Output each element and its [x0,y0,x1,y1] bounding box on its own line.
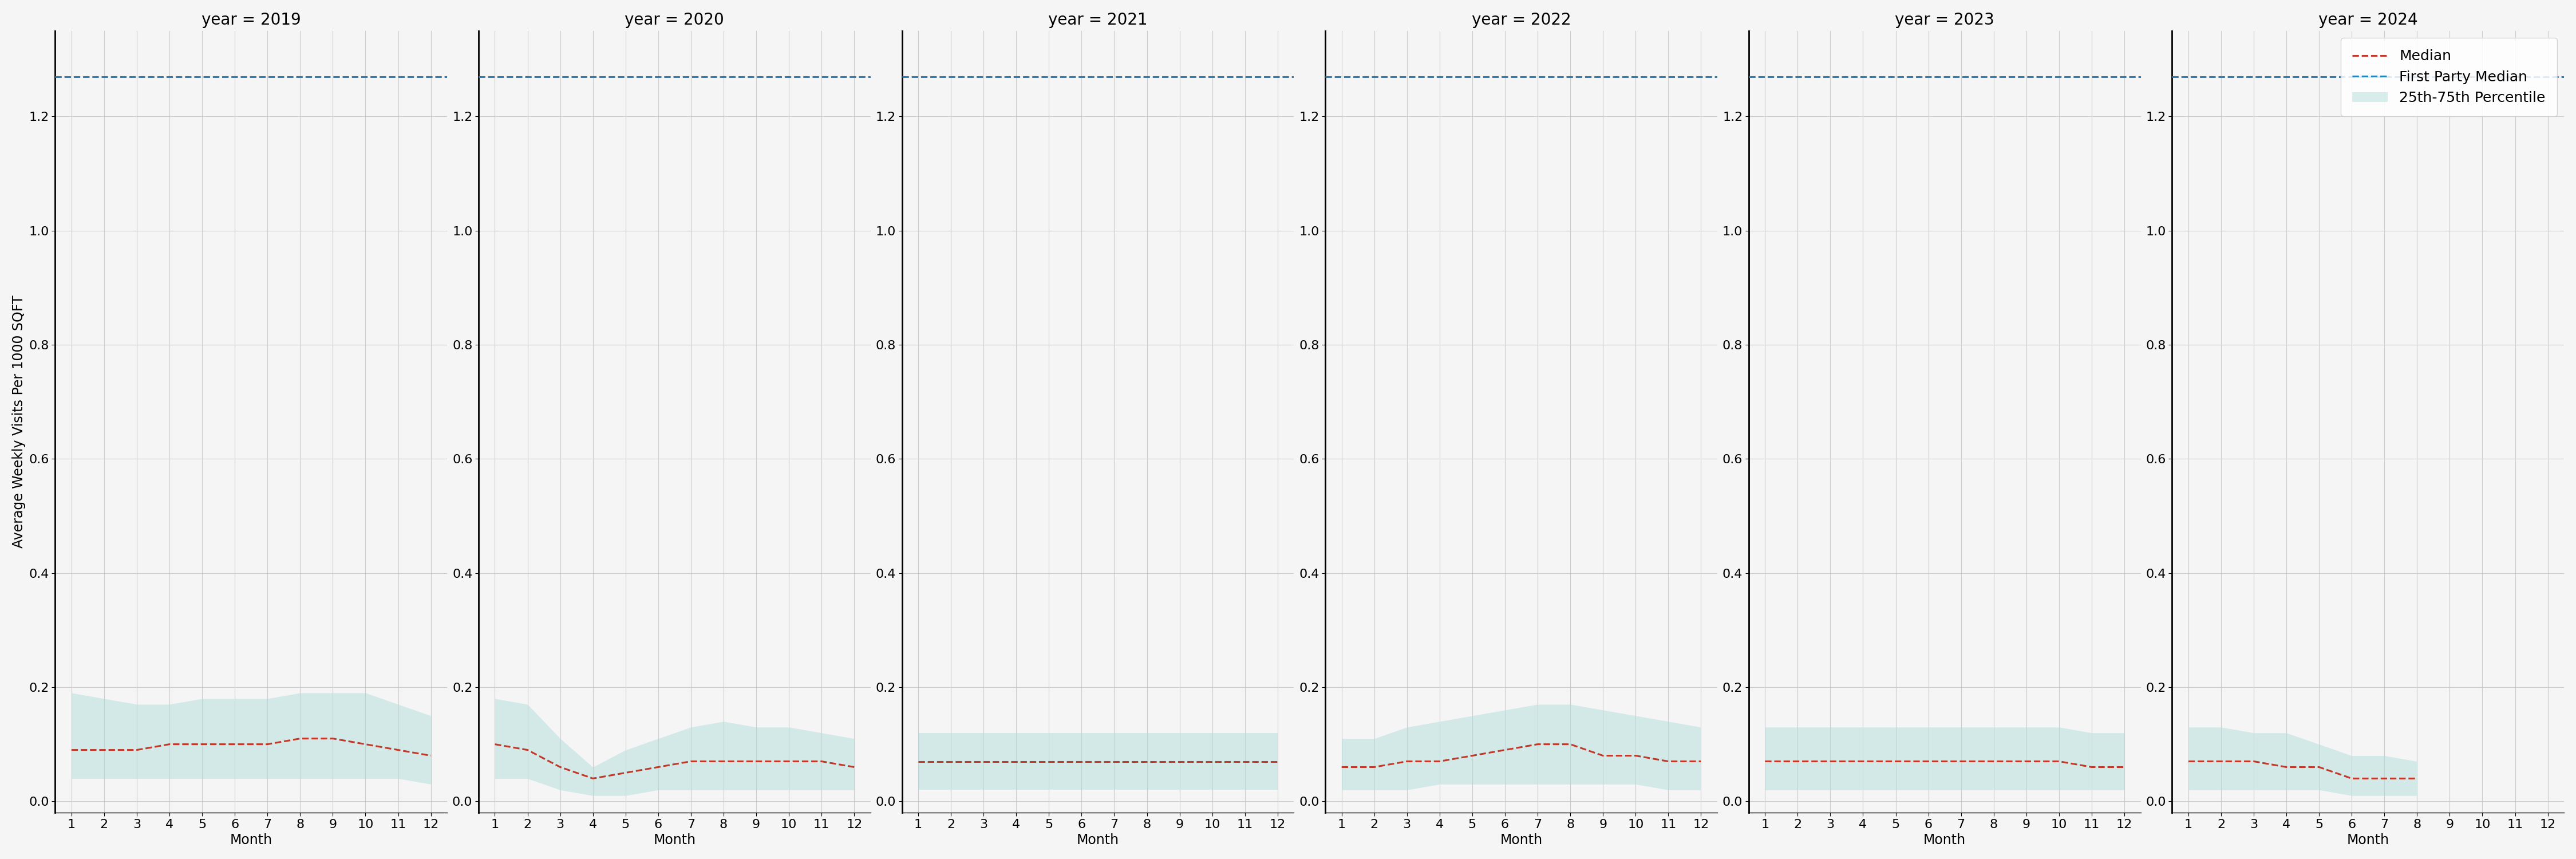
Title: year = 2023: year = 2023 [1896,12,1994,28]
X-axis label: Month: Month [229,833,273,847]
Legend: Median, First Party Median, 25th-75th Percentile: Median, First Party Median, 25th-75th Pe… [2342,38,2558,117]
X-axis label: Month: Month [654,833,696,847]
Title: year = 2020: year = 2020 [626,12,724,28]
X-axis label: Month: Month [2347,833,2391,847]
Title: year = 2022: year = 2022 [1471,12,1571,28]
Y-axis label: Average Weekly Visits Per 1000 SQFT: Average Weekly Visits Per 1000 SQFT [13,295,26,548]
Title: year = 2024: year = 2024 [2318,12,2419,28]
X-axis label: Month: Month [1924,833,1965,847]
Title: year = 2021: year = 2021 [1048,12,1146,28]
X-axis label: Month: Month [1077,833,1118,847]
X-axis label: Month: Month [1499,833,1543,847]
Title: year = 2019: year = 2019 [201,12,301,28]
